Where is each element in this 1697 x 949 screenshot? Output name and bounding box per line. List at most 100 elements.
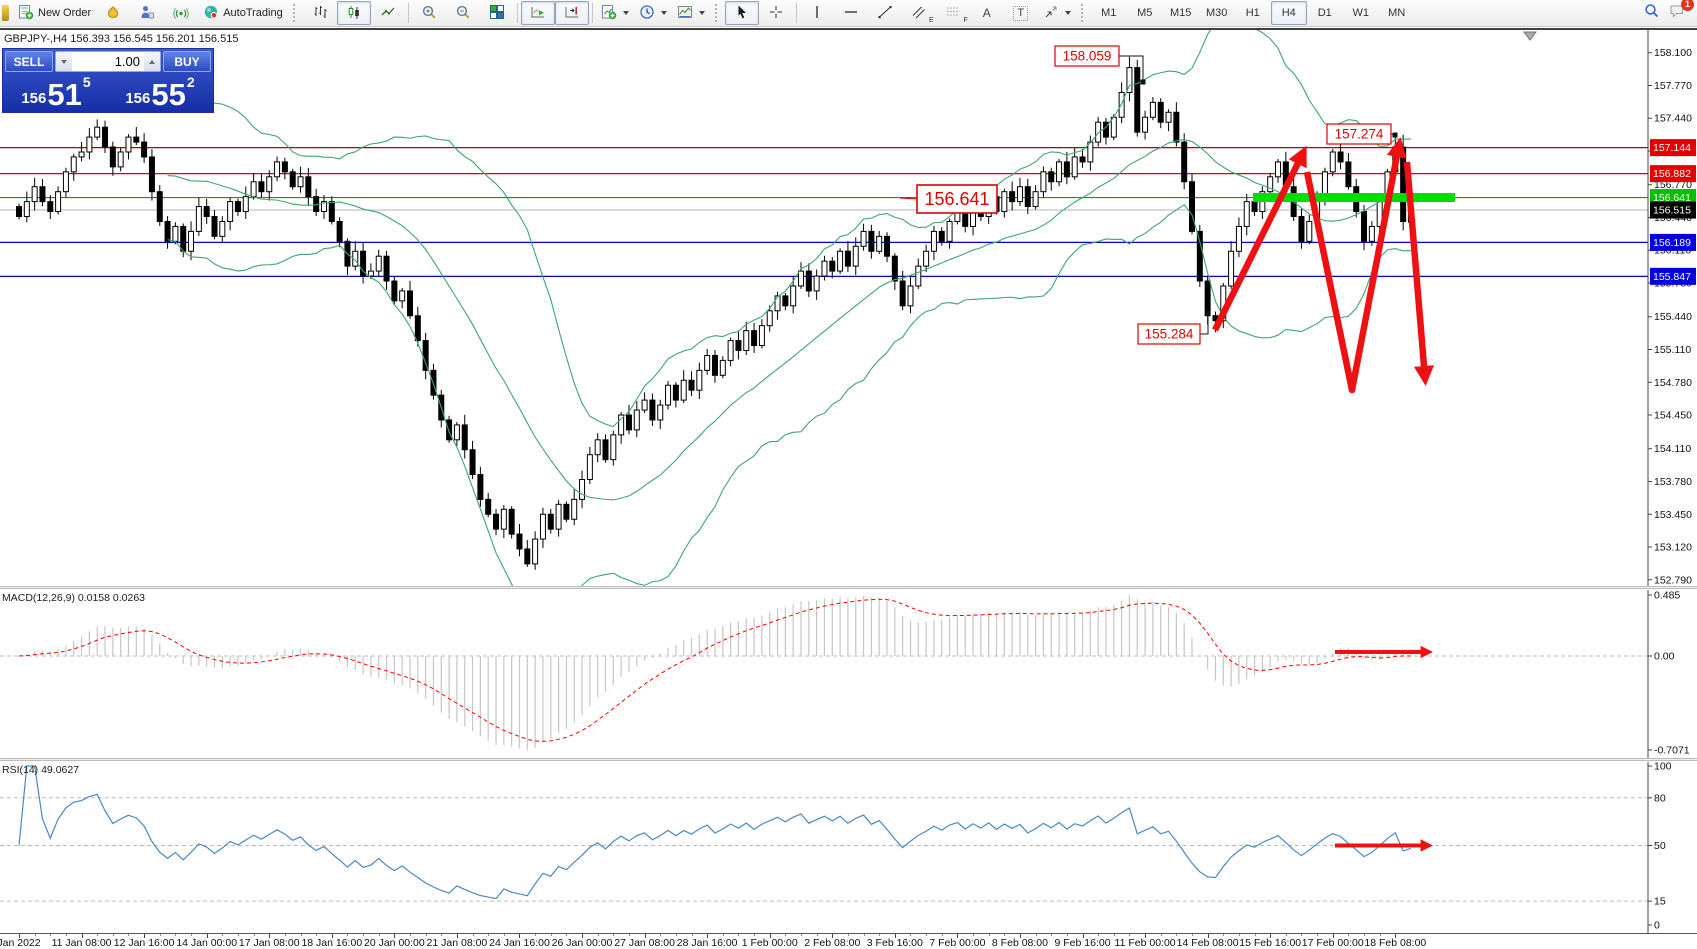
zoom-out-button[interactable] — [446, 1, 480, 25]
volume-input[interactable] — [72, 52, 144, 71]
bid-price[interactable]: 156 51 5 — [5, 74, 107, 110]
price-callout-157.274[interactable]: 157.274 — [1326, 123, 1398, 145]
zoom-in-button[interactable] — [412, 1, 446, 25]
price-tick-label: 156.770 — [1654, 179, 1692, 191]
vertical-line-tool-button[interactable] — [800, 1, 834, 25]
text-label-tool-button[interactable]: T — [1004, 1, 1038, 25]
template-dropdown[interactable] — [672, 1, 710, 25]
macd-panel-canvas[interactable]: 0.485 0.00 -0.7071 — [0, 590, 1697, 758]
price-tick-label: 154.780 — [1654, 377, 1692, 389]
autotrading-icon — [203, 4, 219, 23]
new-chart-dropdown[interactable] — [596, 1, 634, 25]
timeframe-button-M5[interactable]: M5 — [1137, 7, 1153, 19]
sell-button[interactable]: SELL — [5, 51, 53, 72]
bollinger-lower-band — [167, 203, 1411, 587]
buy-button[interactable]: BUY — [163, 51, 211, 72]
time-axis-label: 1 Feb 00:00 — [741, 937, 798, 949]
period-dropdown[interactable] — [634, 1, 672, 25]
time-axis-minor-tick — [613, 934, 615, 936]
equidistant-channel-tool-button[interactable]: E — [902, 1, 936, 25]
horizontal-line-tool-button[interactable] — [834, 1, 868, 25]
time-axis-minor-tick — [738, 934, 740, 936]
time-axis-tick — [144, 934, 146, 938]
new-order-button[interactable]: New Order — [13, 1, 96, 25]
time-axis-minor-tick — [785, 934, 787, 936]
bars-chart-button[interactable] — [303, 1, 337, 25]
time-axis-minor-tick — [253, 934, 255, 936]
time-axis-minor-tick — [316, 934, 318, 936]
time-axis-tick — [394, 934, 396, 938]
timeframe-button-MN[interactable]: MN — [1388, 7, 1406, 19]
rsi-tick-label: 80 — [1654, 792, 1666, 804]
metaeditor-button[interactable] — [96, 1, 130, 25]
timeframe-button-H1[interactable]: H1 — [1245, 7, 1260, 19]
ask-prefix: 156 — [125, 90, 151, 107]
rsi-indicator-label: RSI(14) 49.0627 — [2, 764, 80, 776]
new-order-icon — [18, 4, 34, 23]
signals-button[interactable] — [164, 1, 198, 25]
volume-decrease-button[interactable] — [56, 52, 72, 71]
ask-price[interactable]: 156 55 2 — [109, 74, 211, 110]
time-axis-tick — [769, 934, 771, 938]
svg-text:157.144: 157.144 — [1653, 142, 1691, 154]
candles-group — [16, 56, 1414, 570]
time-axis-minor-tick — [128, 934, 130, 936]
svg-text:156.515: 156.515 — [1653, 205, 1691, 217]
notifications-button[interactable]: 1 — [1669, 0, 1694, 24]
price-callout-155.284[interactable]: 155.284 — [1137, 310, 1211, 345]
text-tool-button[interactable]: A — [970, 1, 1004, 25]
time-axis-minor-tick — [550, 934, 552, 936]
panel-splitter[interactable] — [0, 586, 1697, 589]
time-axis-label: 14 Feb 08:00 — [1176, 937, 1239, 949]
fibonacci-tool-button[interactable]: F — [936, 1, 970, 25]
time-axis-label: 18 Feb 08:00 — [1364, 937, 1427, 949]
time-axis-minor-tick — [1238, 934, 1240, 936]
time-axis-tick — [1082, 934, 1084, 938]
search-icon[interactable] — [1643, 2, 1661, 25]
arrows-tool-dropdown[interactable] — [1038, 1, 1076, 25]
trend-arrow-2[interactable] — [1303, 137, 1407, 394]
price-tag-155.847: 155.847 — [1650, 267, 1696, 285]
time-axis-minor-tick — [1160, 934, 1162, 936]
timeframe-button-M15[interactable]: M15 — [1170, 7, 1192, 19]
time-axis-minor-tick — [284, 934, 286, 936]
volume-increase-button[interactable] — [144, 52, 160, 71]
panel-splitter[interactable] — [0, 758, 1697, 761]
trend-arrow-3[interactable] — [1403, 161, 1435, 387]
rsi-panel-canvas[interactable]: 100 80 50 15 0 — [0, 762, 1697, 933]
time-axis-tick — [957, 934, 959, 938]
time-axis-minor-tick — [879, 934, 881, 936]
line-chart-button[interactable] — [371, 1, 405, 25]
price-callout-158.059[interactable]: 158.059 — [1054, 45, 1146, 85]
svg-text:158.059: 158.059 — [1063, 49, 1112, 64]
price-callout-156.641[interactable]: 156.641 — [899, 184, 998, 214]
price-tick-label: 155.440 — [1654, 311, 1692, 323]
timeframe-button-H4[interactable]: H4 — [1270, 1, 1307, 25]
time-axis-minor-tick — [34, 934, 36, 936]
timeframe-button-M1[interactable]: M1 — [1101, 7, 1117, 19]
auto-scroll-button[interactable] — [520, 1, 555, 25]
chart-shift-button[interactable] — [554, 1, 589, 25]
clipped-toolbar-icon — [2, 5, 9, 21]
timeframe-button-W1[interactable]: W1 — [1352, 7, 1369, 19]
time-axis-minor-tick — [691, 934, 693, 936]
trend-arrow-1[interactable] — [1212, 145, 1307, 332]
crosshair-tool-button[interactable] — [759, 1, 793, 25]
strategy-tester-button[interactable] — [130, 1, 164, 25]
candlesticks-button[interactable] — [336, 1, 371, 25]
price-chart-canvas[interactable]: 158.059 157.274 155.284 156.641 158.100 157.7… — [0, 30, 1697, 587]
time-axis-tick — [832, 934, 834, 938]
channel-icon — [911, 4, 927, 23]
support-highlight-band[interactable] — [1253, 193, 1455, 203]
triangle-down-icon — [61, 59, 67, 64]
timeframe-button-D1[interactable]: D1 — [1317, 7, 1332, 19]
time-axis-minor-tick — [159, 934, 161, 936]
trendline-tool-button[interactable] — [868, 1, 902, 25]
cursor-tool-button[interactable] — [724, 1, 759, 25]
timeframe-button-M30[interactable]: M30 — [1206, 7, 1228, 19]
tile-windows-button[interactable] — [480, 1, 514, 25]
zoom-in-icon — [421, 4, 437, 23]
autotrading-button[interactable]: AutoTrading — [198, 1, 288, 25]
time-axis-minor-tick — [816, 934, 818, 936]
money-bag-icon — [105, 4, 121, 23]
